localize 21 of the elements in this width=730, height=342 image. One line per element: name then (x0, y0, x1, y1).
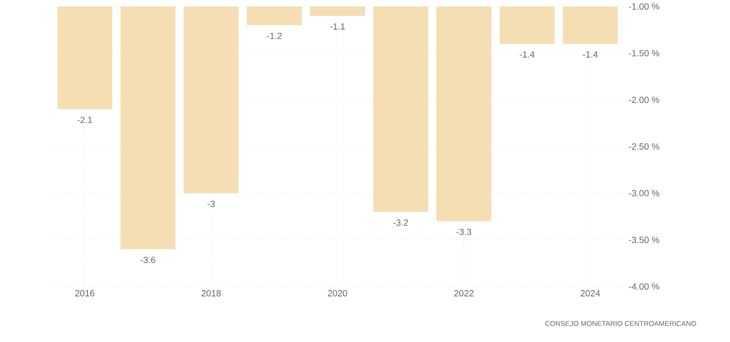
y-tick-label: -2.50 % (628, 144, 660, 150)
y-tick-label: -4.00 % (628, 284, 660, 290)
y-tick-label: -1.50 % (628, 50, 660, 57)
x-tick-label: 2016 (75, 290, 94, 297)
data-label: -2.1 (77, 116, 92, 124)
data-label: -1.2 (266, 32, 282, 40)
y-tick-label: -3.50 % (628, 236, 660, 244)
x-tick-label: 2018 (202, 290, 221, 297)
data-label: -1.4 (582, 52, 598, 58)
data-label: -3.2 (393, 220, 408, 226)
x-tick-label: 2022 (454, 290, 474, 297)
y-tick-label: -1.00 % (628, 4, 660, 10)
data-label: -1.4 (520, 52, 535, 58)
x-tick-label: 2020 (328, 290, 348, 297)
data-label: -3 (208, 200, 215, 208)
data-label: -3.6 (140, 256, 156, 264)
data-label: -1.1 (330, 24, 345, 30)
x-tick-label: 2024 (580, 290, 600, 297)
y-tick-label: -3.00 % (628, 190, 660, 197)
y-tick-label: -2.00 % (628, 96, 660, 104)
data-label: -3.3 (456, 228, 472, 236)
